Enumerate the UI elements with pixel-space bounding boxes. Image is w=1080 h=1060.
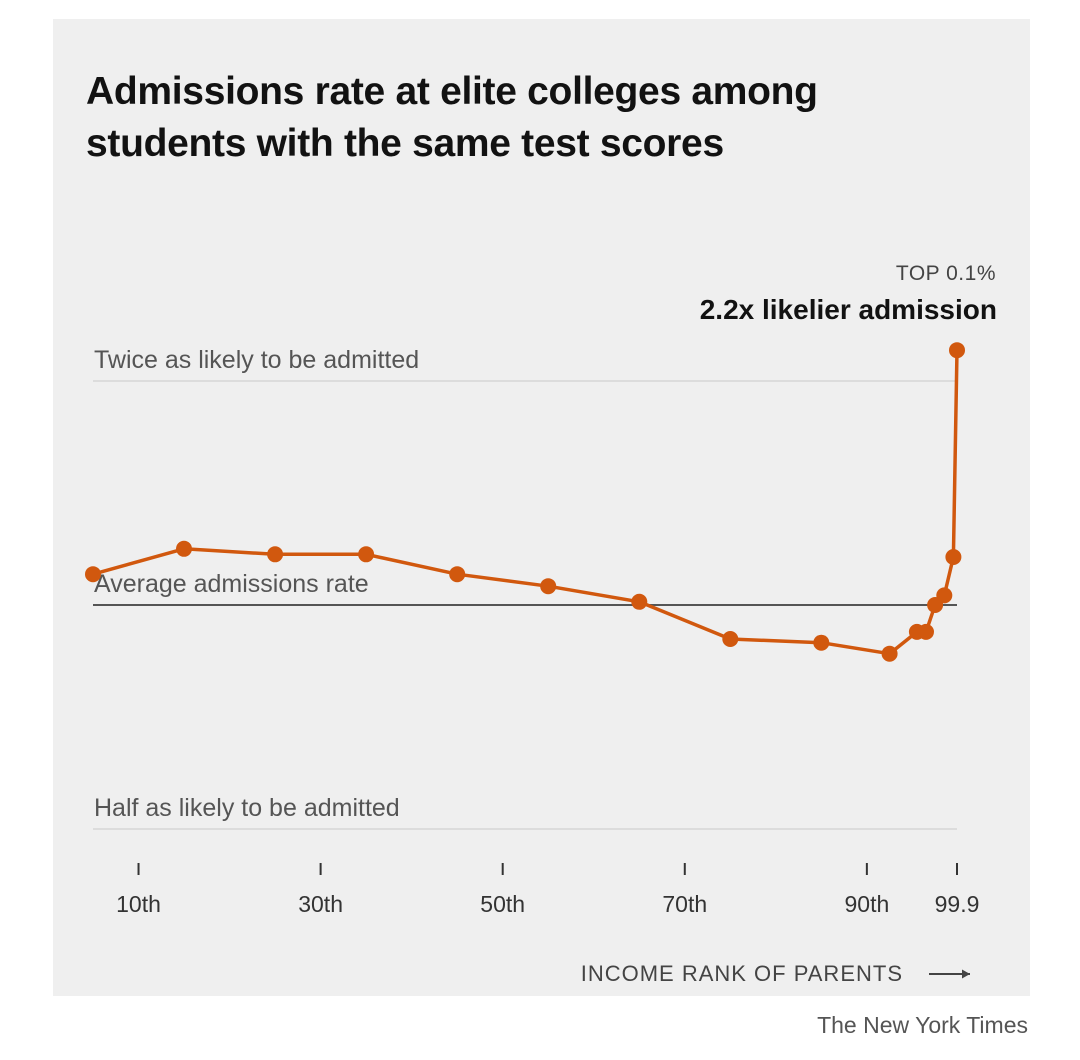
data-point-3 [358, 546, 375, 563]
series-line-0 [91, 348, 959, 656]
reference-line-label-2: Half as likely to be admitted [94, 794, 400, 822]
chart-panel [53, 19, 1030, 996]
data-point-0 [85, 566, 101, 583]
data-point-5 [540, 578, 557, 595]
data-point-13 [936, 587, 953, 604]
reference-lines: Twice as likely to be admitted Average ad… [93, 346, 957, 830]
reference-line-label-1: Average admissions rate [94, 570, 369, 598]
chart-title-line-1: Admissions rate at elite colleges among [86, 70, 818, 113]
x-tick-label-3: 70th [662, 891, 707, 917]
data-point-6 [631, 593, 648, 610]
data-point-4 [449, 566, 466, 583]
data-point-15 [949, 342, 965, 359]
x-tick-label-2: 50th [480, 891, 525, 917]
chart-title: Admissions rate at elite colleges among … [86, 66, 946, 170]
x-tick-label-1: 30th [298, 891, 343, 917]
annotation-highlight: 2.2x likelier admission [700, 294, 997, 325]
series-layer [85, 342, 965, 662]
data-point-9 [881, 645, 898, 662]
data-point-7 [722, 631, 739, 647]
x-axis-arrow-icon [929, 969, 970, 979]
chart-title-line-2: students with the same test scores [86, 122, 724, 165]
reference-line-label-0: Twice as likely to be admitted [94, 346, 419, 374]
x-axis-title: INCOME RANK OF PARENTS [581, 961, 903, 986]
x-axis: 10th 30th 50th 70th 90th 99.9 [116, 863, 979, 917]
data-point-2 [267, 546, 284, 563]
x-tick-label-0: 10th [116, 891, 161, 917]
data-point-1 [176, 540, 192, 557]
data-point-8 [813, 634, 830, 651]
data-point-11 [918, 623, 934, 640]
data-point-14 [945, 549, 962, 565]
annotation-top-label: TOP 0.1% [896, 262, 996, 285]
source-credit: The New York Times [817, 1012, 1028, 1038]
x-tick-label-4: 90th [844, 891, 889, 917]
x-tick-label-5: 99.9 [935, 891, 980, 917]
